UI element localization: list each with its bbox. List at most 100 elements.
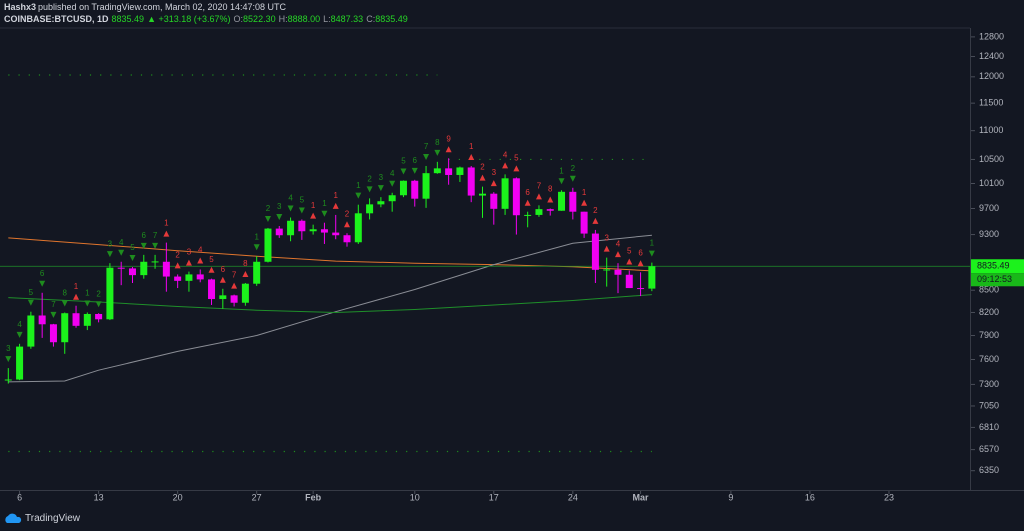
candle-body <box>72 313 80 326</box>
candle-body <box>151 261 159 263</box>
setup-marker <box>16 331 23 338</box>
candle-body <box>208 279 216 300</box>
brand: TradingView <box>25 512 81 524</box>
candle-body <box>569 191 577 212</box>
setup-count: 8 <box>435 138 440 147</box>
setup-count: 5 <box>627 247 632 256</box>
setup-count: 6 <box>40 269 45 278</box>
x-tick-label: 10 <box>410 492 420 502</box>
candle-body <box>524 214 532 216</box>
setup-count: 7 <box>51 300 56 309</box>
setup-count: 2 <box>345 209 350 218</box>
setup-marker <box>377 185 384 192</box>
candle-body <box>591 233 599 270</box>
candle-body <box>445 168 453 175</box>
setup-count: 1 <box>254 232 259 241</box>
setup-marker <box>626 258 633 265</box>
ohlc-key: H: <box>278 14 288 24</box>
header: Hashx3 published on TradingView.com, Marc… <box>4 1 411 25</box>
setup-marker <box>332 202 339 209</box>
y-tick-label: 6350 <box>979 465 999 475</box>
candle-body <box>558 191 566 211</box>
setup-count: 2 <box>480 163 485 172</box>
setup-count: 1 <box>322 199 327 208</box>
setup-count: 6 <box>221 265 226 274</box>
candle-body <box>625 274 633 289</box>
setup-count: 3 <box>492 168 497 177</box>
setup-count: 9 <box>446 134 451 143</box>
candle-body <box>4 379 12 381</box>
setup-count: 2 <box>266 204 271 213</box>
candle-body <box>128 268 136 276</box>
setup-marker <box>231 282 238 289</box>
setup-marker <box>242 270 249 277</box>
candle-body <box>174 276 182 281</box>
setup-marker <box>547 196 554 203</box>
setup-marker <box>84 300 91 307</box>
setup-marker <box>502 162 509 169</box>
setup-marker <box>118 249 125 256</box>
setup-marker <box>445 146 452 153</box>
setup-count: 4 <box>119 238 124 247</box>
x-tick-label: 9 <box>728 492 733 502</box>
ohlc-key: O: <box>233 14 244 24</box>
setup-count: 4 <box>390 169 395 178</box>
ohlc-key: L: <box>323 14 331 24</box>
setup-marker <box>614 251 621 258</box>
setup-marker <box>27 299 34 306</box>
setup-count: 1 <box>356 181 361 190</box>
candle-body <box>388 195 396 202</box>
y-tick-label: 7050 <box>979 400 999 410</box>
setup-count: 4 <box>288 194 293 203</box>
candle-body <box>399 180 407 196</box>
symbol-line: COINBASE:BTCUSD, 1D 8835.49 ▲ +313.18 (+3.… <box>4 13 411 25</box>
moving-average <box>8 294 652 314</box>
candle-body <box>219 295 227 300</box>
candle-body <box>95 313 103 320</box>
setup-count: 7 <box>153 231 158 240</box>
setup-marker <box>5 356 12 363</box>
setup-marker <box>197 257 204 264</box>
setup-count: 8 <box>63 289 68 298</box>
candle-body <box>275 228 283 236</box>
candle-body <box>230 295 238 303</box>
setup-marker <box>276 213 283 220</box>
setup-marker <box>129 255 136 262</box>
candle-body <box>546 209 554 211</box>
setup-count: 1 <box>469 142 474 151</box>
setup-count: 3 <box>379 173 384 182</box>
setup-count: 1 <box>85 289 90 298</box>
setup-count: 6 <box>413 156 418 165</box>
setup-marker <box>400 168 407 175</box>
setup-count: 3 <box>108 239 113 248</box>
setup-count: 4 <box>17 320 22 329</box>
setup-count: 1 <box>333 191 338 200</box>
setup-count: 6 <box>525 188 530 197</box>
setup-marker <box>163 230 170 237</box>
x-tick-label: 20 <box>173 492 183 502</box>
candle-body <box>490 193 498 209</box>
candle-body <box>614 269 622 275</box>
setup-marker <box>411 167 418 174</box>
candle-body <box>456 167 464 175</box>
published: published on TradingView.com, March 02, … <box>38 2 287 12</box>
setup-marker <box>298 207 305 214</box>
candle-body <box>433 168 441 174</box>
setup-marker <box>39 280 46 287</box>
x-tick-label: Feb <box>305 492 322 502</box>
setup-count: 4 <box>616 239 621 248</box>
ohlc-value: 8487.33 <box>330 14 364 24</box>
price: 8835.49 <box>111 14 145 24</box>
candle-body <box>422 173 430 199</box>
candle-body <box>354 213 362 243</box>
setup-marker <box>603 245 610 252</box>
setup-count: 2 <box>175 251 180 260</box>
ohlc-value: 8522.30 <box>243 14 276 24</box>
x-tick-label: 24 <box>568 492 578 502</box>
setup-count: 6 <box>638 248 643 257</box>
setup-count: 4 <box>198 246 203 255</box>
setup-count: 7 <box>424 142 429 151</box>
candle-body <box>49 324 57 343</box>
